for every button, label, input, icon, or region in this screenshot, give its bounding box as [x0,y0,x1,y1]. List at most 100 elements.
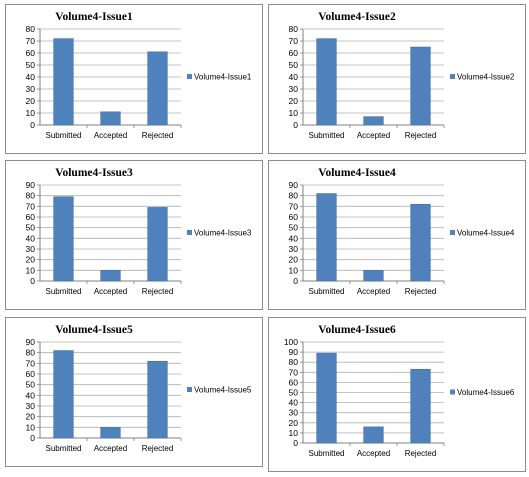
legend-swatch [187,230,192,235]
x-tick-label: Submitted [45,131,81,140]
chart-panel-4: Volume4-Issue4 0 10 20 30 40 50 60 70 80 90 Submitt… [268,160,526,310]
x-tick-label: Submitted [308,449,344,458]
x-tick-label: Rejected [405,131,437,140]
legend-label: Volume4-Issue6 [457,388,515,397]
y-tick-label: 70 [289,367,299,377]
chart-panel-6: Volume4-Issue6 0 10 20 30 40 50 60 70 80 90 100 Subm… [268,317,526,472]
y-tick-label: 60 [26,48,36,58]
legend-label: Volume4-Issue4 [457,229,515,238]
x-tick-label: Submitted [308,287,344,296]
bar-rejected [147,51,168,126]
x-tick-label: Rejected [405,287,437,296]
chart-panel-2: Volume4-Issue2 0 10 20 30 40 50 60 70 80 Submitted… [268,4,526,154]
y-tick-label: 60 [26,369,36,379]
x-tick-label: Rejected [405,449,437,458]
x-tick-label: Submitted [45,287,81,296]
legend-swatch [450,389,455,395]
y-tick-label: 10 [289,108,299,118]
y-tick-label: 0 [293,276,298,286]
y-tick-label: 40 [26,390,36,400]
bar-rejected [410,203,431,282]
y-tick-label: 60 [289,377,299,387]
bar-submitted [53,350,74,439]
legend-swatch [187,74,192,79]
bar-accepted [363,116,384,126]
y-tick-label: 0 [30,276,35,286]
bar-submitted [316,352,337,444]
y-tick-label: 50 [289,223,299,233]
y-tick-label: 10 [26,422,36,432]
y-tick-label: 90 [289,347,299,357]
bar-accepted [363,426,384,444]
y-tick-label: 0 [293,120,298,130]
y-tick-label: 80 [289,24,299,34]
x-tick-label: Rejected [142,444,174,453]
chart-title: Volume4-Issue3 [55,167,133,179]
bar-submitted [316,193,337,282]
x-tick-label: Accepted [94,287,127,296]
y-tick-label: 70 [26,358,36,368]
x-tick-label: Accepted [94,444,127,453]
chart-title: Volume4-Issue2 [318,11,396,23]
x-tick-label: Accepted [357,131,390,140]
y-tick-label: 30 [289,84,299,94]
legend-label: Volume4-Issue3 [194,229,252,238]
bar-rejected [147,360,168,439]
legend-swatch [450,230,455,235]
chart-title: Volume4-Issue5 [55,324,133,336]
y-tick-label: 40 [289,398,299,408]
legend-label: Volume4-Issue5 [194,386,252,395]
y-tick-label: 50 [26,60,36,70]
bar-chart-1: Volume4-Issue1 0 10 20 30 40 50 60 70 80 Submitted… [26,11,252,140]
bar-rejected [147,207,168,282]
legend-swatch [450,74,455,79]
y-tick-label: 30 [289,244,299,254]
y-tick-label: 20 [289,418,299,428]
y-tick-label: 70 [289,36,299,46]
y-tick-label: 20 [26,96,36,106]
y-tick-label: 50 [26,380,36,390]
y-tick-label: 80 [289,357,299,367]
y-tick-label: 10 [26,265,36,275]
chart-panel-5: Volume4-Issue5 0 10 20 30 40 50 60 70 80 90 Submitt… [5,317,263,467]
y-tick-label: 60 [26,212,36,222]
y-tick-label: 0 [293,438,298,448]
y-tick-label: 30 [26,244,36,254]
chart-panel-1: Volume4-Issue1 0 10 20 30 40 50 60 70 80 Submitted… [5,4,263,154]
y-tick-label: 30 [26,84,36,94]
y-tick-label: 40 [26,72,36,82]
x-tick-label: Accepted [357,449,390,458]
y-tick-label: 10 [26,108,36,118]
y-tick-label: 60 [289,212,299,222]
chart-title: Volume4-Issue1 [55,11,133,23]
y-tick-label: 10 [289,265,299,275]
legend-label: Volume4-Issue1 [194,73,252,82]
y-tick-label: 50 [289,60,299,70]
bar-submitted [53,38,74,126]
chart-panel-3: Volume4-Issue3 0 10 20 30 40 50 60 70 80 90 Submitt… [5,160,263,310]
y-tick-label: 80 [26,24,36,34]
bar-submitted [316,38,337,126]
y-tick-label: 70 [289,201,299,211]
y-tick-label: 20 [26,412,36,422]
bar-chart-2: Volume4-Issue2 0 10 20 30 40 50 60 70 80 Submitted… [289,11,515,140]
x-tick-label: Rejected [142,131,174,140]
y-tick-label: 70 [26,36,36,46]
y-tick-label: 100 [284,337,298,347]
y-tick-label: 40 [26,233,36,243]
x-tick-label: Submitted [45,444,81,453]
y-tick-label: 0 [30,120,35,130]
bar-accepted [100,427,121,439]
y-tick-label: 40 [289,72,299,82]
y-tick-label: 10 [289,428,299,438]
y-tick-label: 0 [30,433,35,443]
y-tick-label: 80 [289,191,299,201]
y-tick-label: 20 [26,255,36,265]
y-tick-label: 90 [26,180,36,190]
bar-rejected [410,369,431,444]
x-tick-label: Accepted [94,131,127,140]
